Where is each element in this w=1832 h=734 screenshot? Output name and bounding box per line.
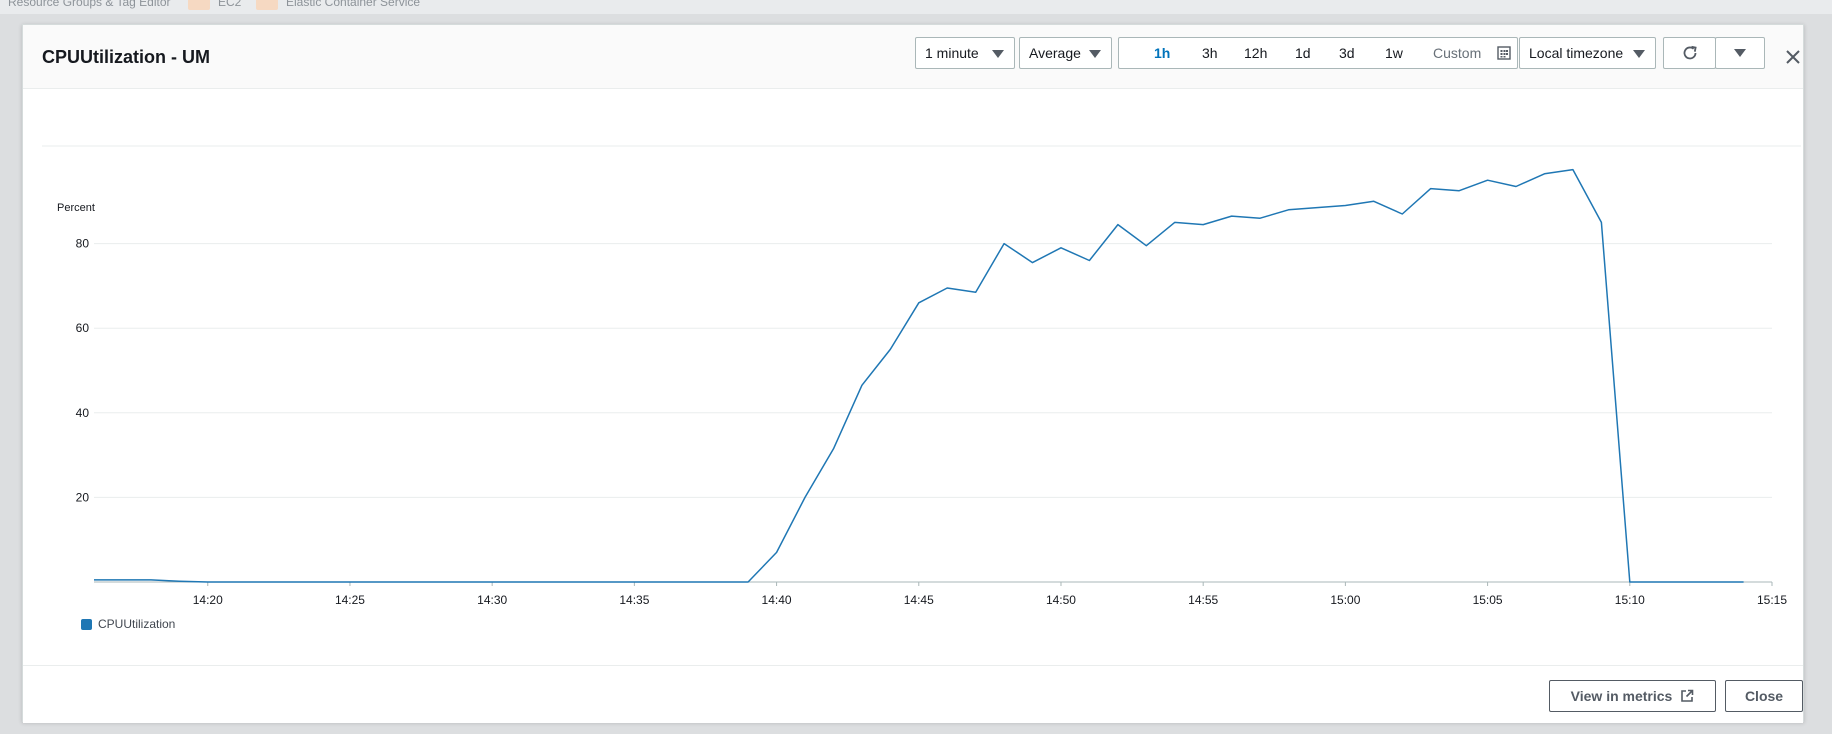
statistic-select[interactable]: Average <box>1019 37 1112 69</box>
timezone-value: Local timezone <box>1529 45 1624 61</box>
y-tick-label: 40 <box>76 406 90 420</box>
x-tick-label: 14:50 <box>1046 593 1076 607</box>
x-tick-label: 14:45 <box>904 593 934 607</box>
close-button[interactable]: Close <box>1725 680 1803 712</box>
y-tick-label: 60 <box>76 321 90 335</box>
modal-footer: View in metrics Close <box>23 665 1803 723</box>
background-tab-ec2: EC2 <box>218 0 242 9</box>
x-tick-label: 14:30 <box>477 593 507 607</box>
caret-down-icon <box>992 50 1004 58</box>
legend-label: CPUUtilization <box>98 617 176 631</box>
period-select[interactable]: 1 minute <box>915 37 1015 69</box>
metric-modal: CPUUtilization - UM 1 minute Average 1h … <box>22 24 1804 723</box>
x-tick-label: 15:00 <box>1330 593 1360 607</box>
caret-down-icon <box>1734 49 1746 57</box>
background-tab-ecs: Elastic Container Service <box>286 0 421 9</box>
close-button-label: Close <box>1744 688 1784 704</box>
x-tick-labels: 14:20 14:25 14:30 14:35 14:40 14:45 14:50 14:55… <box>193 582 1787 607</box>
timezone-select[interactable]: Local timezone <box>1519 37 1656 69</box>
background-tabs: Resource Groups & Tag Editor EC2 Elastic… <box>0 0 1832 14</box>
series-line-cpuutilization <box>94 168 1744 583</box>
view-in-metrics-label: View in metrics <box>1570 688 1673 704</box>
x-tick-label: 15:10 <box>1615 593 1645 607</box>
caret-down-icon <box>1633 50 1645 58</box>
caret-down-icon <box>1089 50 1101 58</box>
refresh-icon <box>1683 45 1697 60</box>
legend-swatch <box>81 618 92 630</box>
y-tick-label: 80 <box>76 237 90 251</box>
range-12h[interactable]: 12h <box>1244 45 1268 61</box>
statistic-value: Average <box>1029 45 1081 61</box>
modal-title: CPUUtilization - UM <box>42 47 210 67</box>
series-lines <box>94 168 1744 583</box>
period-value: 1 minute <box>925 45 979 61</box>
y-tick-label: 20 <box>76 490 90 504</box>
x-tick-label: 15:05 <box>1473 593 1503 607</box>
range-custom[interactable]: Custom <box>1433 45 1482 61</box>
x-tick-label: 14:25 <box>335 593 365 607</box>
range-3h[interactable]: 3h <box>1202 45 1218 61</box>
range-1w[interactable]: 1w <box>1385 45 1403 61</box>
view-in-metrics-button[interactable]: View in metrics <box>1549 680 1716 712</box>
time-range-group: 1h 3h 12h 1d 3d 1w Custom <box>1118 37 1518 69</box>
x-tick-label: 14:35 <box>619 593 649 607</box>
calendar-icon[interactable] <box>1497 46 1511 60</box>
ec2-icon <box>188 0 210 10</box>
more-actions-button[interactable] <box>1715 37 1765 69</box>
ecs-icon <box>256 0 278 10</box>
range-1h[interactable]: 1h <box>1154 45 1171 61</box>
x-tick-label: 14:40 <box>762 593 792 607</box>
external-link-icon <box>1681 689 1694 702</box>
range-1d[interactable]: 1d <box>1295 45 1311 61</box>
y-tick-labels: 20 40 60 80 <box>76 237 90 505</box>
range-3d[interactable]: 3d <box>1339 45 1355 61</box>
x-tick-label: 14:55 <box>1188 593 1218 607</box>
x-tick-label: 15:15 <box>1757 593 1787 607</box>
x-tick-label: 14:20 <box>193 593 223 607</box>
legend[interactable]: CPUUtilization <box>81 617 175 631</box>
modal-header: CPUUtilization - UM 1 minute Average 1h … <box>23 25 1803 89</box>
background-tab-resource-groups: Resource Groups & Tag Editor <box>8 0 171 9</box>
grid-lines <box>94 243 1772 498</box>
close-icon[interactable] <box>1785 49 1801 65</box>
y-axis-label: Percent <box>57 202 95 214</box>
